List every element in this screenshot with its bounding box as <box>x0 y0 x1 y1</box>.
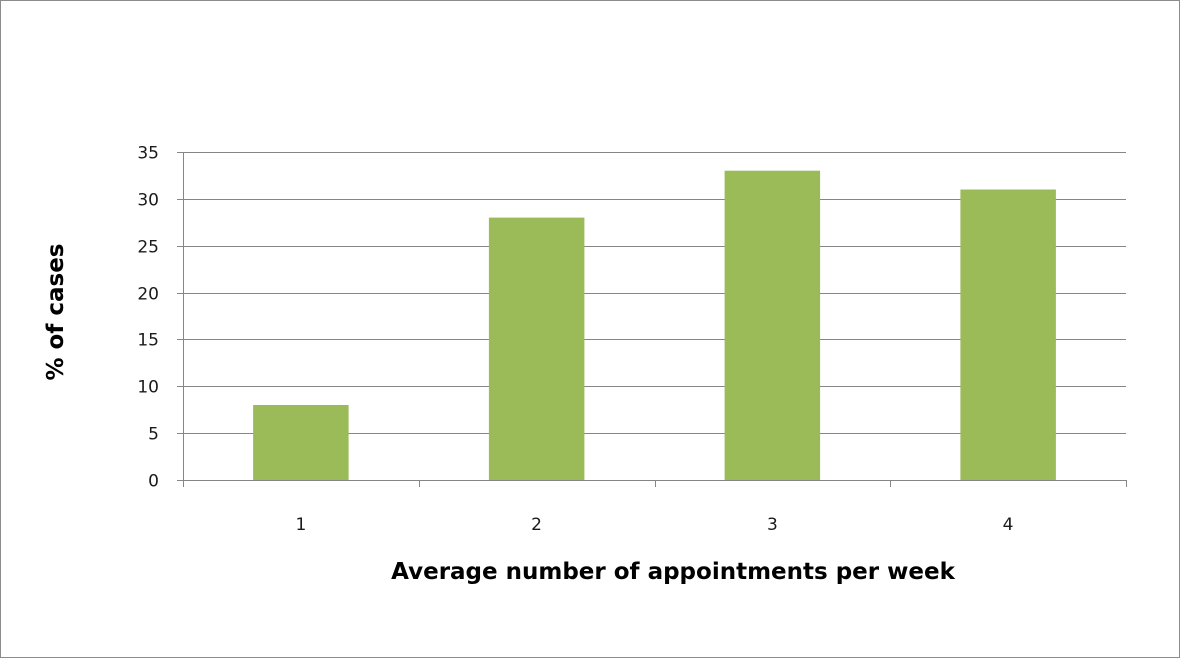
y-tick-label: 25 <box>137 238 159 258</box>
y-tick-label: 10 <box>137 378 159 398</box>
bar <box>960 189 1056 480</box>
y-axis-title: % of cases <box>43 243 69 380</box>
y-tick-label: 35 <box>137 144 159 164</box>
y-tick-label: 20 <box>137 285 159 305</box>
y-tick-label: 30 <box>137 191 159 211</box>
x-tick-labels: 1 2 3 4 <box>295 515 1013 535</box>
gridlines <box>183 152 1126 434</box>
x-tick-label: 3 <box>767 515 778 535</box>
bar <box>488 217 585 480</box>
x-axis-title: Average number of appointments per week <box>391 559 955 585</box>
y-tick-label: 0 <box>148 472 159 492</box>
y-tick-labels: 0 5 10 15 20 25 30 35 <box>137 144 159 492</box>
bar <box>253 405 349 480</box>
bars <box>253 170 1056 480</box>
x-tick-label: 2 <box>531 515 542 535</box>
y-tick-label: 15 <box>137 331 159 351</box>
y-tick-label: 5 <box>148 425 159 445</box>
x-tick-label: 1 <box>295 515 306 535</box>
axes <box>177 152 1127 487</box>
x-tick-label: 4 <box>1003 515 1014 535</box>
bar <box>724 170 821 480</box>
